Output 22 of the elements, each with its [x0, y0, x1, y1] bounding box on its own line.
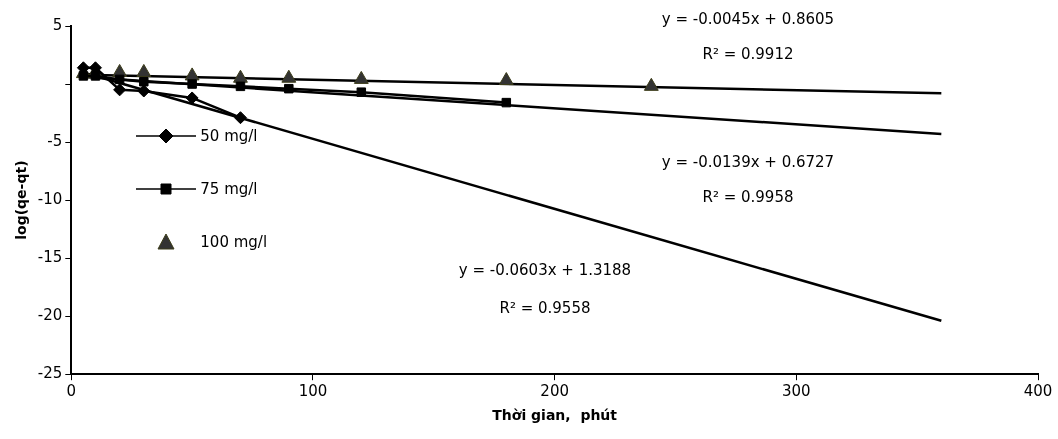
annotation: R² = 0.9912: [702, 44, 794, 63]
annotation: R² = 0.9958: [702, 187, 794, 206]
legend-label: 75 mg/l: [200, 180, 258, 198]
x-tick-label: 200: [540, 382, 569, 401]
y-tick-label: -15: [37, 248, 63, 267]
x-axis-title: Thời gian, phút: [492, 407, 618, 424]
annotation: y = -0.0045x + 0.8605: [661, 10, 835, 29]
y-tick-label: -25: [37, 364, 63, 383]
x-tick-label: 0: [66, 382, 77, 401]
x-tick-label: 400: [1023, 382, 1053, 401]
annotation: R² = 0.9558: [499, 299, 591, 318]
annotation: y = -0.0139x + 0.6727: [661, 152, 835, 171]
y-axis-title: log(qe-qt): [13, 160, 30, 240]
y-tick-label: -20: [37, 306, 63, 325]
y-tick-label: 5: [52, 15, 63, 34]
x-tick-label: 100: [298, 382, 328, 401]
annotation: y = -0.0603x + 1.3188: [458, 260, 632, 279]
y-tick-label: -5: [47, 131, 63, 150]
x-tick-label: 300: [782, 382, 811, 401]
legend-label: 50 mg/l: [200, 127, 258, 145]
legend-label: 100 mg/l: [200, 233, 268, 251]
y-tick-label: -10: [37, 189, 63, 208]
